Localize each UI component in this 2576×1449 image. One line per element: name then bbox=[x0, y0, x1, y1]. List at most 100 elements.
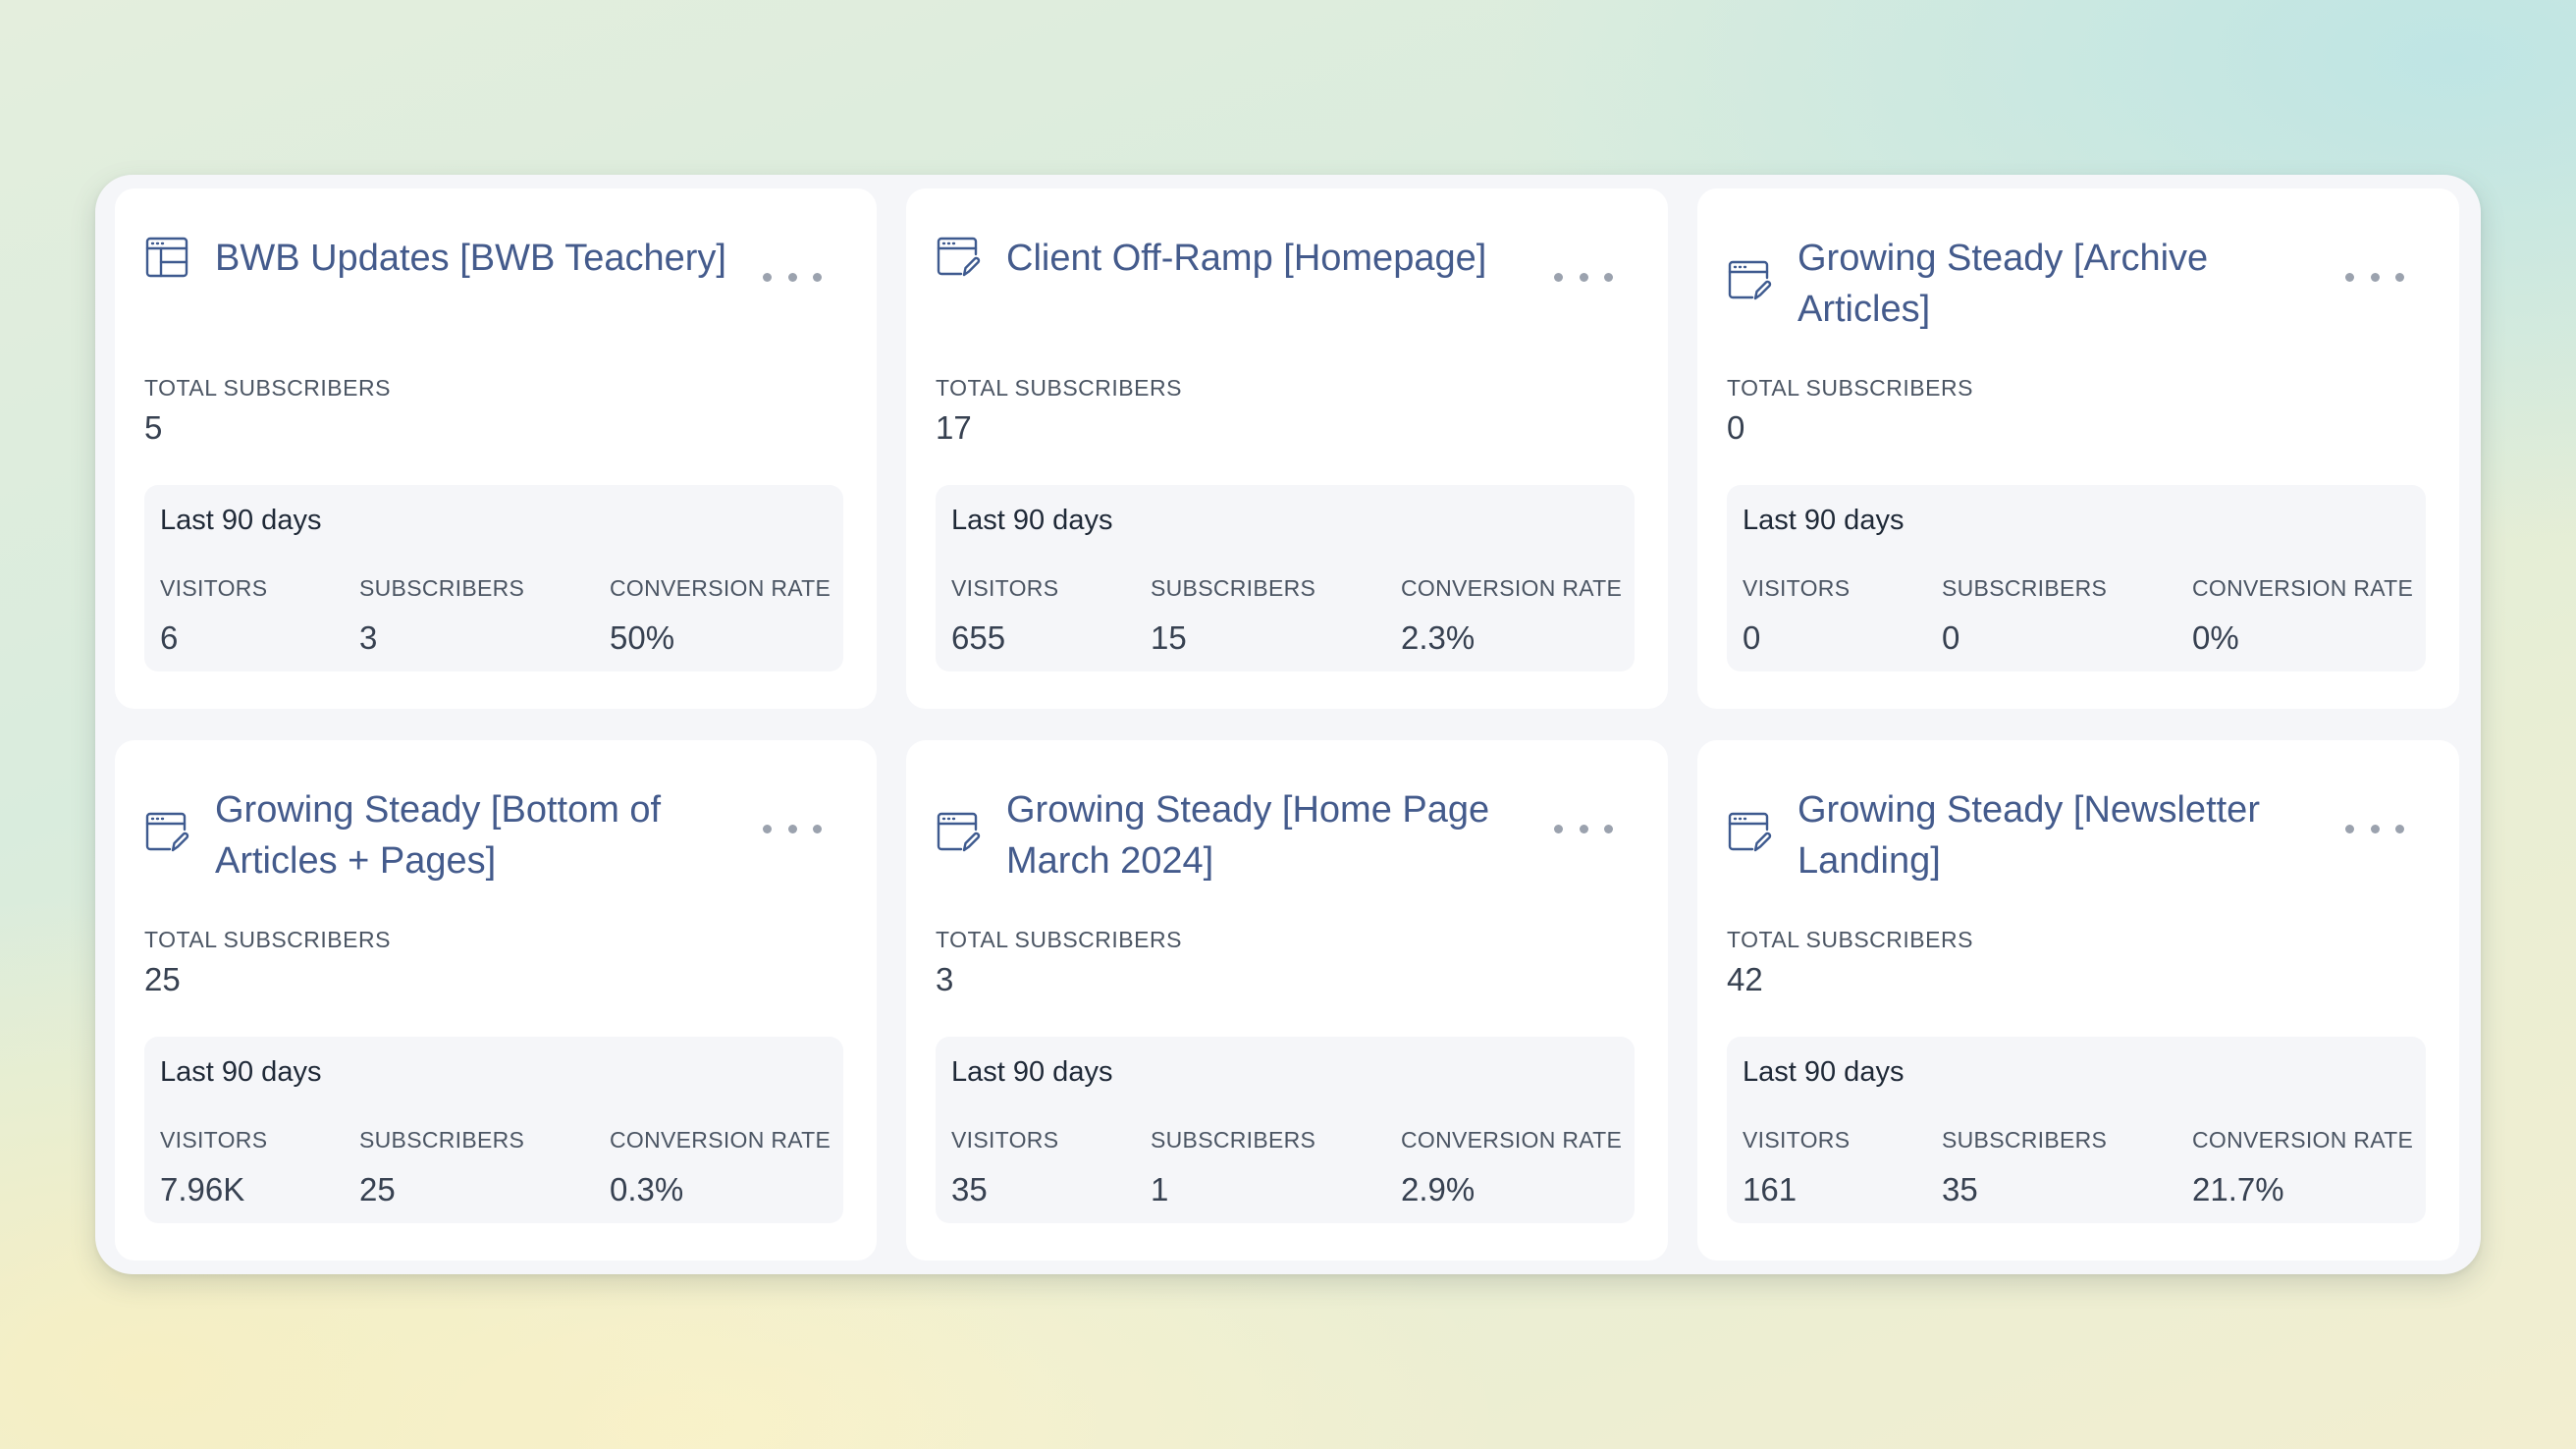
visitors-label: VISITORS bbox=[1743, 575, 1851, 601]
more-options-button[interactable] bbox=[2339, 264, 2410, 290]
period-label: Last 90 days bbox=[1743, 505, 1905, 536]
visitors-value: 7.96K bbox=[160, 1171, 245, 1208]
conversion-rate-stat: CONVERSION RATE 2.3% bbox=[1401, 575, 1622, 657]
visitors-value: 655 bbox=[951, 619, 1006, 656]
total-subscribers-label: TOTAL SUBSCRIBERS bbox=[1727, 927, 1973, 952]
form-edit-icon bbox=[1727, 258, 1772, 303]
dot bbox=[813, 824, 822, 833]
period-label: Last 90 days bbox=[951, 505, 1113, 536]
visitors-label: VISITORS bbox=[951, 1127, 1059, 1153]
form-card[interactable]: Growing Steady [Archive Articles] TOTAL … bbox=[1697, 188, 2459, 709]
conversion-rate-value: 21.7% bbox=[2192, 1171, 2284, 1208]
form-title[interactable]: Growing Steady [Bottom of Articles + Pag… bbox=[215, 789, 662, 882]
dot bbox=[2395, 272, 2404, 282]
period-stats: Last 90 days VISITORS 655 SUBSCRIBERS 15… bbox=[936, 485, 1635, 671]
dot bbox=[763, 824, 772, 833]
form-title[interactable]: Growing Steady [Archive Articles] bbox=[1798, 238, 2209, 330]
form-title[interactable]: Growing Steady [Newsletter Landing] bbox=[1798, 789, 2260, 882]
more-options-button[interactable] bbox=[1548, 264, 1619, 290]
subscribers-label: SUBSCRIBERS bbox=[1151, 575, 1316, 601]
form-title[interactable]: Growing Steady [Home Page March 2024] bbox=[1006, 789, 1490, 882]
visitors-stat: VISITORS 35 bbox=[951, 1127, 1058, 1208]
visitors-stat: VISITORS 655 bbox=[951, 575, 1058, 657]
dot bbox=[2345, 824, 2354, 833]
subscribers-label: SUBSCRIBERS bbox=[359, 1127, 525, 1153]
total-subscribers-value: 5 bbox=[144, 409, 163, 446]
more-options-button[interactable] bbox=[757, 264, 828, 290]
subscribers-stat: SUBSCRIBERS 35 bbox=[1942, 1127, 2107, 1208]
subscribers-value: 3 bbox=[359, 619, 378, 656]
conversion-rate-stat: CONVERSION RATE 0% bbox=[2192, 575, 2413, 657]
visitors-label: VISITORS bbox=[160, 575, 268, 601]
form-title[interactable]: Client Off-Ramp [Homepage] bbox=[1006, 238, 1487, 279]
conversion-rate-value: 0.3% bbox=[610, 1171, 684, 1208]
visitors-value: 35 bbox=[951, 1171, 988, 1208]
visitors-stat: VISITORS 6 bbox=[160, 575, 267, 657]
visitors-stat: VISITORS 0 bbox=[1743, 575, 1850, 657]
form-card[interactable]: Growing Steady [Bottom of Articles + Pag… bbox=[115, 740, 877, 1261]
more-options-button[interactable] bbox=[757, 816, 828, 841]
visitors-value: 6 bbox=[160, 619, 179, 656]
more-options-button[interactable] bbox=[2339, 816, 2410, 841]
subscribers-stat: SUBSCRIBERS 0 bbox=[1942, 575, 2107, 657]
subscribers-value: 15 bbox=[1151, 619, 1187, 656]
subscribers-stat: SUBSCRIBERS 25 bbox=[359, 1127, 524, 1208]
conversion-rate-value: 2.9% bbox=[1401, 1171, 1476, 1208]
conversion-rate-stat: CONVERSION RATE 50% bbox=[610, 575, 831, 657]
form-card[interactable]: Growing Steady [Newsletter Landing] TOTA… bbox=[1697, 740, 2459, 1261]
dot bbox=[787, 824, 797, 833]
dot bbox=[2370, 272, 2380, 282]
visitors-stat: VISITORS 7.96K bbox=[160, 1127, 267, 1208]
card-header: BWB Updates [BWB Teachery] bbox=[144, 233, 847, 341]
form-card[interactable]: Growing Steady [Home Page March 2024] TO… bbox=[906, 740, 1668, 1261]
form-edit-icon bbox=[936, 810, 981, 855]
form-card[interactable]: BWB Updates [BWB Teachery] TOTAL SUBSCRI… bbox=[115, 188, 877, 709]
conversion-rate-label: CONVERSION RATE bbox=[1401, 575, 1623, 601]
form-card[interactable]: Client Off-Ramp [Homepage] TOTAL SUBSCRI… bbox=[906, 188, 1668, 709]
total-subscribers-label: TOTAL SUBSCRIBERS bbox=[936, 375, 1182, 401]
total-subscribers-label: TOTAL SUBSCRIBERS bbox=[1727, 375, 1973, 401]
dot bbox=[763, 272, 772, 282]
total-subscribers-value: 17 bbox=[936, 409, 972, 446]
total-subscribers-value: 25 bbox=[144, 961, 181, 997]
subscribers-value: 1 bbox=[1151, 1171, 1169, 1208]
dot bbox=[2370, 824, 2380, 833]
total-subscribers-value: 0 bbox=[1727, 409, 1745, 446]
conversion-rate-label: CONVERSION RATE bbox=[610, 575, 832, 601]
dot bbox=[1579, 272, 1588, 282]
card-header: Client Off-Ramp [Homepage] bbox=[936, 233, 1638, 341]
subscribers-stat: SUBSCRIBERS 1 bbox=[1151, 1127, 1315, 1208]
subscribers-value: 35 bbox=[1942, 1171, 1978, 1208]
dot bbox=[1579, 824, 1588, 833]
visitors-value: 161 bbox=[1743, 1171, 1798, 1208]
subscribers-stat: SUBSCRIBERS 15 bbox=[1151, 575, 1315, 657]
conversion-rate-value: 0% bbox=[2192, 619, 2239, 656]
dot bbox=[1554, 824, 1563, 833]
table-icon bbox=[144, 235, 189, 280]
conversion-rate-stat: CONVERSION RATE 2.9% bbox=[1401, 1127, 1622, 1208]
period-stats: Last 90 days VISITORS 0 SUBSCRIBERS 0 CO… bbox=[1727, 485, 2426, 671]
total-subscribers-label: TOTAL SUBSCRIBERS bbox=[144, 375, 391, 401]
period-label: Last 90 days bbox=[1743, 1056, 1905, 1088]
conversion-rate-value: 2.3% bbox=[1401, 619, 1476, 656]
card-header: Growing Steady [Newsletter Landing] bbox=[1727, 784, 2430, 892]
conversion-rate-label: CONVERSION RATE bbox=[610, 1127, 832, 1153]
total-subscribers-value: 3 bbox=[936, 961, 954, 997]
forms-grid-panel: BWB Updates [BWB Teachery] TOTAL SUBSCRI… bbox=[95, 175, 2481, 1274]
visitors-value: 0 bbox=[1743, 619, 1761, 656]
subscribers-value: 0 bbox=[1942, 619, 1960, 656]
dot bbox=[813, 272, 822, 282]
more-options-button[interactable] bbox=[1548, 816, 1619, 841]
form-edit-icon bbox=[1727, 810, 1772, 855]
dot bbox=[1554, 272, 1563, 282]
dot bbox=[787, 272, 797, 282]
form-title[interactable]: BWB Updates [BWB Teachery] bbox=[215, 238, 726, 279]
form-edit-icon bbox=[144, 810, 189, 855]
period-label: Last 90 days bbox=[951, 1056, 1113, 1088]
period-label: Last 90 days bbox=[160, 505, 322, 536]
period-stats: Last 90 days VISITORS 35 SUBSCRIBERS 1 C… bbox=[936, 1037, 1635, 1223]
card-header: Growing Steady [Archive Articles] bbox=[1727, 233, 2430, 341]
period-stats: Last 90 days VISITORS 7.96K SUBSCRIBERS … bbox=[144, 1037, 843, 1223]
subscribers-stat: SUBSCRIBERS 3 bbox=[359, 575, 524, 657]
conversion-rate-value: 50% bbox=[610, 619, 675, 656]
